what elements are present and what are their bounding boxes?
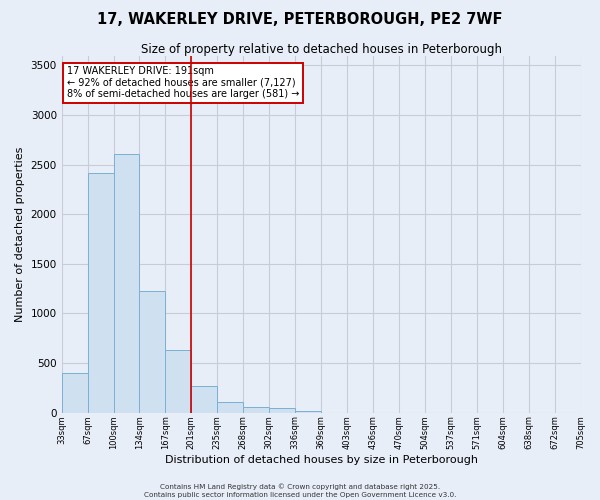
Bar <box>295 410 321 412</box>
Bar <box>269 408 295 412</box>
Bar <box>191 386 217 412</box>
Bar <box>243 406 269 412</box>
Title: Size of property relative to detached houses in Peterborough: Size of property relative to detached ho… <box>140 42 502 56</box>
Bar <box>217 402 243 412</box>
Text: 17, WAKERLEY DRIVE, PETERBOROUGH, PE2 7WF: 17, WAKERLEY DRIVE, PETERBOROUGH, PE2 7W… <box>97 12 503 28</box>
Bar <box>113 154 139 412</box>
X-axis label: Distribution of detached houses by size in Peterborough: Distribution of detached houses by size … <box>164 455 478 465</box>
Text: Contains HM Land Registry data © Crown copyright and database right 2025.
Contai: Contains HM Land Registry data © Crown c… <box>144 484 456 498</box>
Bar <box>88 172 113 412</box>
Bar <box>166 350 191 412</box>
Bar <box>62 373 88 412</box>
Bar <box>139 290 166 412</box>
Text: 17 WAKERLEY DRIVE: 191sqm
← 92% of detached houses are smaller (7,127)
8% of sem: 17 WAKERLEY DRIVE: 191sqm ← 92% of detac… <box>67 66 299 100</box>
Y-axis label: Number of detached properties: Number of detached properties <box>15 146 25 322</box>
